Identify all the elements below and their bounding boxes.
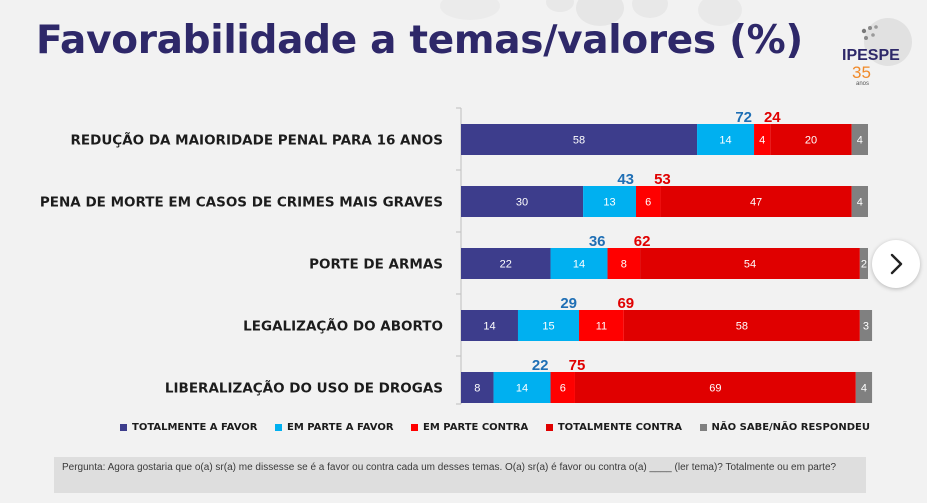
- data-label-nao-sabe: 2: [861, 259, 867, 271]
- bar-segment-totalmente-a-favor: [461, 186, 584, 217]
- chevron-right-icon: [890, 253, 903, 275]
- legend-swatch: [411, 423, 419, 431]
- bar-segment-em-parte-a-favor: [550, 248, 608, 279]
- ipespe-logo: IPESPE 35 anos: [842, 18, 912, 87]
- bar-segment-totalmente-contra: [574, 372, 856, 403]
- legend-label: TOTALMENTE A FAVOR: [132, 421, 258, 433]
- data-label-em-parte-contra: 6: [645, 197, 651, 209]
- question-footnote: Pergunta: Agora gostaria que o(a) sr(a) …: [54, 457, 866, 493]
- legend-item-nao-sabe: NÃO SABE/NÃO RESPONDEU: [699, 421, 870, 433]
- bar-segment-em-parte-a-favor: [583, 186, 637, 217]
- legend-swatch: [275, 423, 282, 431]
- data-label-em-parte-contra: 6: [560, 383, 566, 395]
- favor-total-label: 22: [532, 357, 549, 374]
- data-label-em-parte-a-favor: 15: [542, 321, 554, 333]
- next-slide-button[interactable]: [872, 240, 920, 288]
- contra-total-label: 62: [634, 233, 651, 250]
- legend-item-em-parte-a-favor: EM PARTE A FAVOR: [275, 422, 394, 433]
- data-label-em-parte-contra: 11: [596, 321, 607, 333]
- contra-total-label: 53: [654, 171, 671, 188]
- favor-total-label: 72: [735, 109, 752, 126]
- bar-segment-totalmente-a-favor: [461, 124, 698, 155]
- data-label-totalmente-a-favor: 22: [500, 259, 512, 271]
- favor-total-label: 36: [589, 233, 606, 250]
- bar-segment-totalmente-contra: [623, 310, 860, 341]
- legend-swatch: [545, 423, 553, 431]
- bar-segment-em-parte-contra: [754, 124, 771, 155]
- bar-segment-nao-sabe: [851, 124, 868, 155]
- data-label-totalmente-contra: 58: [736, 321, 748, 333]
- bar-segment-em-parte-a-favor: [493, 372, 551, 403]
- contra-total-label: 69: [617, 295, 634, 312]
- data-label-nao-sabe: 4: [861, 383, 867, 395]
- category-label: PORTE DE ARMAS: [309, 257, 443, 273]
- data-label-totalmente-a-favor: 14: [483, 321, 495, 333]
- bar-segment-nao-sabe: [855, 372, 873, 403]
- bar-segment-nao-sabe: [859, 310, 873, 341]
- legend-item-em-parte-contra: EM PARTE CONTRA: [411, 422, 528, 433]
- data-label-totalmente-a-favor: 58: [573, 135, 585, 147]
- legend-label: TOTALMENTE CONTRA: [557, 421, 683, 433]
- logo-name: IPESPE: [842, 47, 900, 64]
- legend-item-totalmente-a-favor: TOTALMENTE A FAVOR: [120, 422, 258, 433]
- bar-segment-em-parte-a-favor: [517, 310, 580, 341]
- bar-segment-totalmente-a-favor: [461, 372, 494, 403]
- category-label: PENA DE MORTE EM CASOS DE CRIMES MAIS GR…: [40, 195, 443, 211]
- category-label: LEGALIZAÇÃO DO ABORTO: [243, 318, 443, 335]
- bar-segment-nao-sabe: [859, 248, 868, 279]
- page-title: Favorabilidade a temas/valores (%): [36, 18, 803, 63]
- bar-segment-em-parte-contra: [607, 248, 641, 279]
- logo-years: 35: [852, 63, 871, 82]
- legend-swatch: [120, 423, 127, 431]
- contra-total-label: 24: [764, 109, 781, 126]
- legend-label: EM PARTE A FAVOR: [287, 421, 394, 433]
- data-label-totalmente-contra: 54: [744, 259, 756, 271]
- bar-segment-nao-sabe: [851, 186, 868, 217]
- data-label-em-parte-a-favor: 13: [603, 197, 615, 209]
- logo-years-label: anos: [856, 81, 869, 87]
- data-label-totalmente-contra: 69: [709, 383, 721, 395]
- bar-segment-totalmente-a-favor: [461, 248, 551, 279]
- data-label-em-parte-a-favor: 14: [516, 383, 528, 395]
- stacked-bar-chart: REDUÇÃO DA MAIORIDADE PENAL PARA 16 ANOS…: [40, 107, 873, 405]
- data-label-nao-sabe: 4: [857, 197, 863, 209]
- favor-total-label: 29: [560, 295, 577, 312]
- legend-swatch: [699, 423, 707, 431]
- data-label-em-parte-a-favor: 14: [719, 135, 731, 147]
- bar-segment-totalmente-contra: [770, 124, 852, 155]
- contra-total-label: 75: [569, 357, 586, 374]
- data-label-em-parte-contra: 8: [621, 259, 627, 271]
- data-label-totalmente-a-favor: 8: [474, 383, 480, 395]
- data-label-totalmente-contra: 20: [805, 135, 817, 147]
- legend-label: EM PARTE CONTRA: [423, 421, 529, 433]
- data-label-totalmente-contra: 47: [750, 197, 762, 209]
- bar-segment-em-parte-a-favor: [697, 124, 755, 155]
- data-label-nao-sabe: 4: [857, 135, 863, 147]
- bar-segment-em-parte-contra: [636, 186, 661, 217]
- legend-label: NÃO SABE/NÃO RESPONDEU: [711, 421, 870, 433]
- chart-legend: TOTALMENTE A FAVOR EM PARTE A FAVOR EM P…: [120, 419, 870, 435]
- category-label: REDUÇÃO DA MAIORIDADE PENAL PARA 16 ANOS: [71, 132, 444, 149]
- bar-segment-totalmente-contra: [660, 186, 852, 217]
- bar-segment-em-parte-contra: [579, 310, 624, 341]
- bar-segment-totalmente-a-favor: [461, 310, 518, 341]
- bar-segment-em-parte-contra: [550, 372, 575, 403]
- category-label: LIBERALIZAÇÃO DO USO DE DROGAS: [165, 380, 443, 397]
- legend-item-totalmente-contra: TOTALMENTE CONTRA: [545, 421, 683, 433]
- data-label-em-parte-contra: 4: [759, 135, 765, 147]
- data-label-totalmente-a-favor: 30: [516, 197, 528, 209]
- bar-segment-totalmente-contra: [640, 248, 860, 279]
- data-label-em-parte-a-favor: 14: [573, 259, 585, 271]
- data-label-nao-sabe: 3: [863, 321, 869, 333]
- favor-total-label: 43: [617, 171, 634, 188]
